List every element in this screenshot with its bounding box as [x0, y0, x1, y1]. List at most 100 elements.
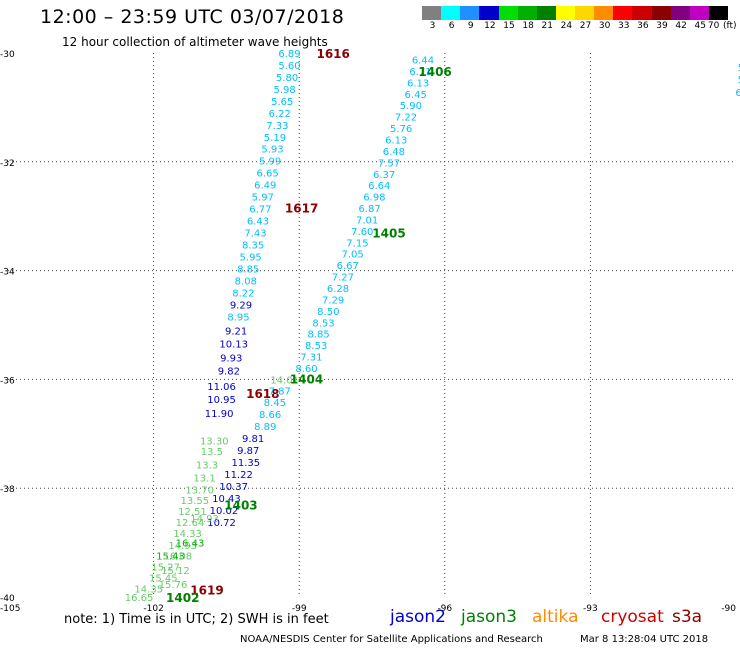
wave-height-value: 8.85 — [307, 330, 329, 341]
legend-swatch — [613, 6, 633, 20]
legend-swatch-label: 21 — [541, 21, 553, 31]
y-tick-label: -34 — [0, 268, 15, 278]
wave-height-value: 10.95 — [207, 395, 236, 406]
y-tick-label: -36 — [0, 376, 15, 386]
satellite-name: altika — [532, 607, 579, 627]
wave-height-value: 5.6 — [738, 63, 740, 74]
wave-height-value: 12.64 — [176, 518, 205, 529]
wave-height-value: 7.15 — [346, 238, 368, 249]
wave-height-value: 15.45 — [149, 573, 178, 584]
legend-swatch-label: 9 — [467, 21, 474, 31]
wave-height-value: 10.43 — [212, 494, 241, 505]
x-tick-label: -96 — [437, 604, 452, 614]
wave-height-value: 7.57 — [378, 158, 400, 169]
wave-height-value: 6.48 — [383, 147, 405, 158]
wave-height-value: 8.89 — [254, 422, 276, 433]
y-tick-label: -32 — [0, 159, 15, 169]
wave-height-value: 6.1 — [735, 88, 740, 99]
wave-height-value: 15.76 — [159, 580, 188, 591]
satellite-name: s3a — [672, 607, 703, 627]
wave-height-value: 6.64 — [368, 181, 390, 192]
wave-height-value: 5.7 — [738, 75, 740, 86]
page-title: 12:00 – 23:59 UTC 03/07/2018 — [40, 6, 345, 28]
legend-swatch — [479, 6, 499, 20]
track-id-label: 1402 — [166, 591, 199, 605]
x-tick-label: -99 — [292, 604, 307, 614]
wave-height-value: 13.70 — [185, 485, 214, 496]
wave-height-value: 10.13 — [219, 339, 248, 350]
wave-height-value: 6.28 — [327, 284, 349, 295]
wave-height-value: 16.08 — [164, 552, 193, 563]
wave-height-value: 13.1 — [193, 473, 215, 484]
legend-swatch — [632, 6, 652, 20]
wave-height-value: 5.60 — [278, 61, 300, 72]
wave-height-value: 9.29 — [230, 300, 252, 311]
generated-timestamp: Mar 8 13:28:04 UTC 2018 — [580, 634, 709, 645]
wave-height-value: 13.55 — [181, 496, 210, 507]
x-tick-label: -93 — [583, 604, 598, 614]
x-tick-label: -105 — [0, 604, 20, 614]
wave-height-value: 5.95 — [240, 252, 262, 263]
wave-height-value: 9.21 — [225, 326, 247, 337]
track-id-label: 1406 — [418, 65, 451, 79]
legend-swatch — [689, 6, 709, 20]
wave-height-value: 8.66 — [259, 410, 281, 421]
wave-height-value: 5.80 — [276, 73, 298, 84]
legend-swatch-label: 15 — [503, 21, 515, 31]
wave-height-value: 5.65 — [271, 97, 293, 108]
legend-swatch — [517, 6, 537, 20]
wave-height-value: 8.85 — [237, 264, 259, 275]
wave-height-value: 7.31 — [300, 353, 322, 364]
legend-swatch-label: 6 — [448, 21, 455, 31]
wave-height-value: 7.01 — [356, 215, 378, 226]
legend-swatch — [651, 6, 671, 20]
wave-height-value: 8.60 — [295, 364, 317, 375]
legend-swatch — [555, 6, 575, 20]
legend-swatch — [441, 6, 461, 20]
wave-height-value: 16.65 — [125, 593, 154, 604]
wave-height-value: 14.35 — [134, 584, 163, 595]
wave-height-value: 5.99 — [259, 157, 281, 168]
legend-swatch-label: 30 — [598, 21, 611, 31]
legend-swatch-label: 36 — [637, 21, 649, 31]
wave-height-value: 13.3 — [196, 460, 218, 471]
wave-height-value: 6.13 — [385, 135, 407, 146]
wave-height-value: 8.50 — [317, 307, 339, 318]
track-id-label: 1618 — [246, 387, 279, 401]
track-id-label: 1619 — [190, 583, 223, 597]
wave-height-value: 8.53 — [305, 341, 327, 352]
wave-height-value: 7.33 — [266, 121, 288, 132]
color-legend-labels: 3 6 9 12 15 18 21 24 27 30 33 36 39 42 45 70 (ft) — [422, 21, 737, 33]
x-tick-label: -90 — [721, 604, 736, 614]
credit-text: NOAA/NESDIS Center for Satellite Applica… — [240, 634, 543, 645]
wave-height-value: 12.51 — [178, 507, 207, 518]
legend-swatch-label: 12 — [484, 21, 496, 31]
wave-height-value: 8.53 — [312, 318, 334, 329]
wave-height-value: 7.60 — [351, 227, 373, 238]
wave-height-value: 5.19 — [264, 133, 286, 144]
page-subtitle: 12 hour collection of altimeter wave hei… — [62, 35, 328, 49]
wave-height-value: 16.43 — [176, 539, 205, 550]
wave-height-value: 9.93 — [220, 354, 242, 365]
track-id-label: 1617 — [285, 201, 318, 215]
wave-height-value: 6.71 — [409, 67, 431, 78]
legend-swatch-label: 33 — [618, 21, 630, 31]
wave-height-value: 14.93 — [190, 514, 219, 525]
y-tick-label: -30 — [0, 50, 15, 60]
wave-height-value: 6.37 — [373, 170, 395, 181]
wave-height-value: 11.06 — [207, 382, 236, 393]
wave-height-value: 5.97 — [252, 193, 274, 204]
wave-height-value: 6.44 — [412, 56, 434, 67]
satellite-name: jason2 — [390, 607, 446, 627]
wave-height-value: 14.93 — [168, 541, 197, 552]
wave-height-value: 9.87 — [237, 446, 259, 457]
wave-height-value: 13.5 — [201, 447, 223, 458]
x-tick-label: -102 — [143, 604, 163, 614]
wave-height-value: 5.90 — [400, 101, 422, 112]
wave-height-value: 14.01 — [270, 375, 299, 386]
wave-height-value: 6.89 — [278, 49, 300, 60]
wave-height-value: 10.02 — [210, 506, 239, 517]
wave-height-value: 11.35 — [231, 458, 260, 469]
